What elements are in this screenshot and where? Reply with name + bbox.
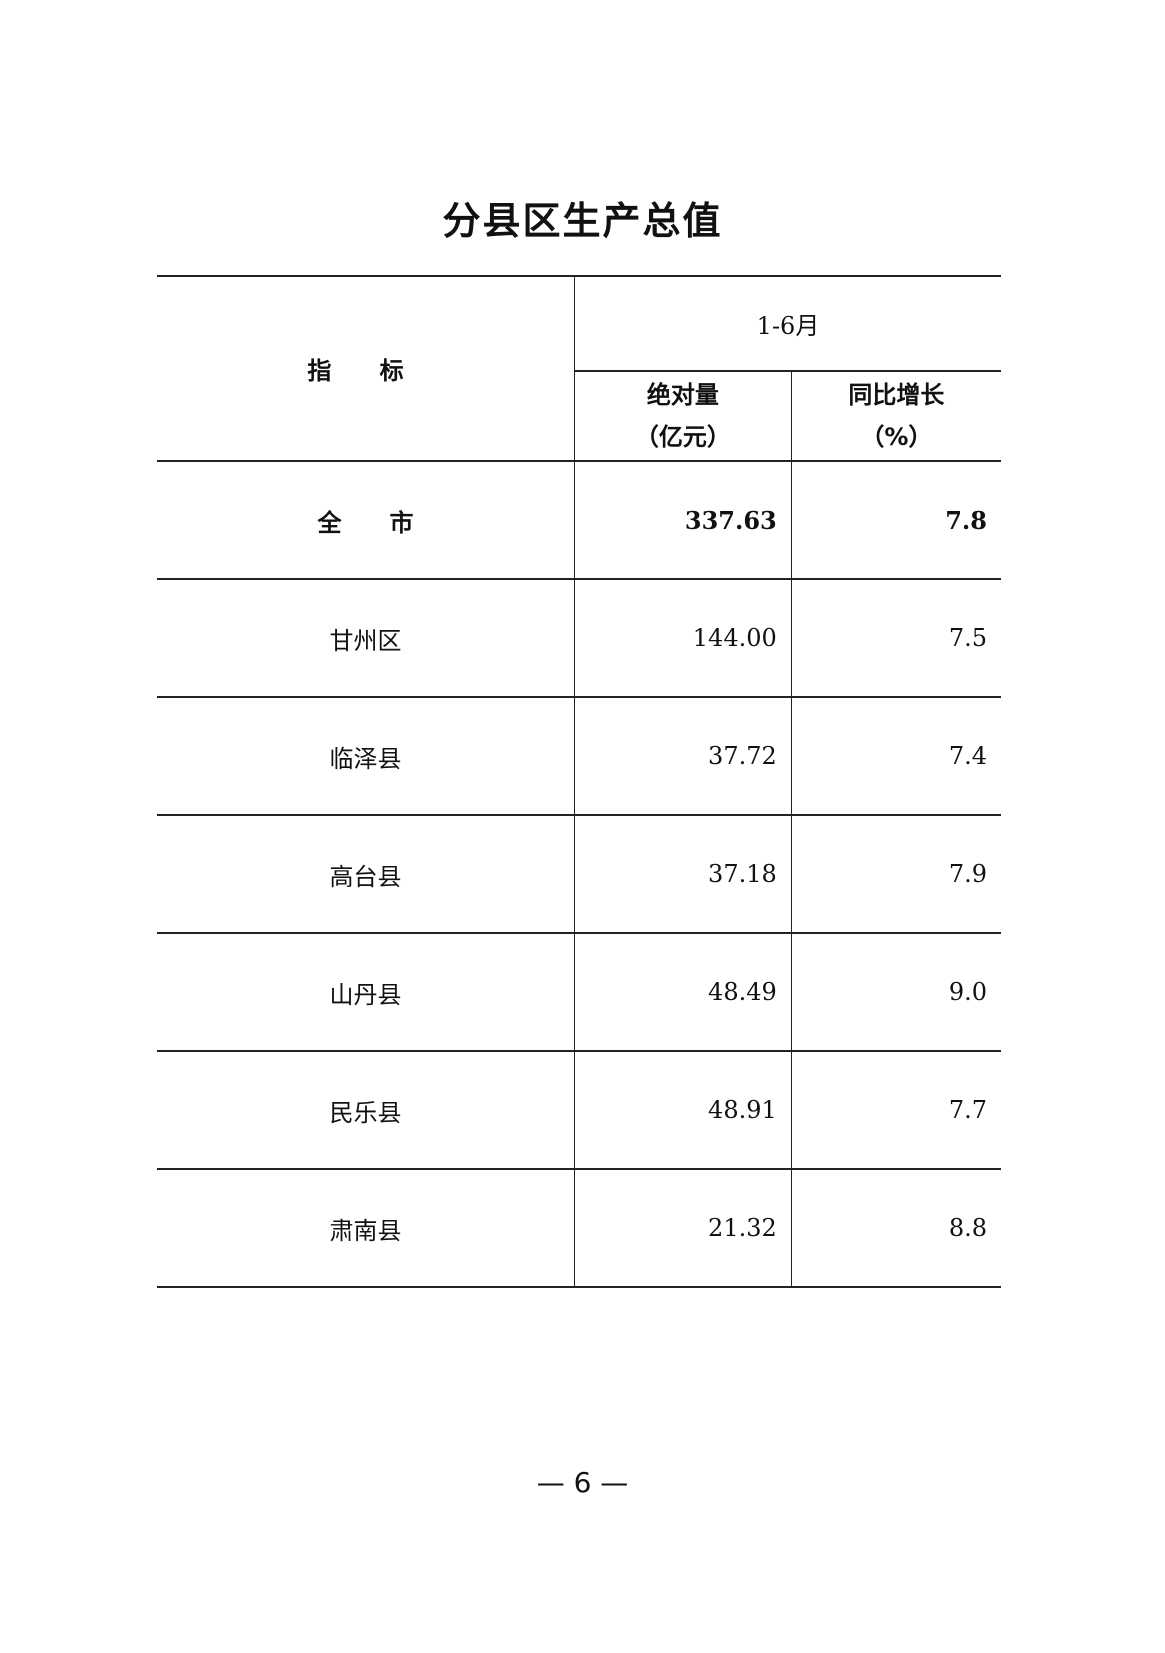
row-value: 21.32 [574, 1168, 792, 1288]
row-name: 高台县 [157, 814, 575, 934]
table-row-total: 全 市 337.63 7.8 [157, 460, 1001, 580]
page-title: 分县区生产总值 [442, 199, 723, 243]
row-name: 临泽县 [157, 696, 575, 816]
indicator-header: 指 标 [157, 275, 575, 462]
row-growth: 8.8 [790, 1168, 1001, 1288]
row-value: 37.72 [574, 696, 792, 816]
table-row: 甘州区 144.00 7.5 [157, 578, 1001, 698]
growth-header-label: 同比增长 [848, 381, 945, 409]
gdp-by-county-table: 指 标 1-6月 绝对量 （亿元） 同比增长 （%） 全 市 337.63 7.… [157, 275, 1001, 1288]
row-name: 民乐县 [157, 1050, 575, 1170]
row-growth: 7.8 [790, 460, 1001, 580]
value-header: 绝对量 （亿元） [574, 370, 792, 462]
table-row: 山丹县 48.49 9.0 [157, 932, 1001, 1052]
row-value: 48.91 [574, 1050, 792, 1170]
value-header-label: 绝对量 [646, 381, 719, 409]
table-row: 民乐县 48.91 7.7 [157, 1050, 1001, 1170]
value-header-unit: （亿元） [634, 423, 731, 451]
row-name: 全 市 [157, 460, 575, 580]
row-name: 甘州区 [157, 578, 575, 698]
row-value: 144.00 [574, 578, 792, 698]
growth-header-unit: （%） [860, 423, 933, 451]
row-growth: 7.9 [790, 814, 1001, 934]
row-name: 肃南县 [157, 1168, 575, 1288]
page-number: — 6 — [536, 1466, 629, 1499]
table-subheader-row: 绝对量 （亿元） 同比增长 （%） [157, 370, 1001, 462]
row-value: 37.18 [574, 814, 792, 934]
row-growth: 7.4 [790, 696, 1001, 816]
growth-header: 同比增长 （%） [790, 370, 1001, 462]
table-header-row: 指 标 1-6月 [157, 275, 1001, 462]
row-value: 337.63 [574, 460, 792, 580]
table-row: 肃南县 21.32 8.8 [157, 1168, 1001, 1288]
period-header: 1-6月 [574, 275, 1001, 372]
row-value: 48.49 [574, 932, 792, 1052]
row-growth: 9.0 [790, 932, 1001, 1052]
table-row: 高台县 37.18 7.9 [157, 814, 1001, 934]
row-growth: 7.7 [790, 1050, 1001, 1170]
row-growth: 7.5 [790, 578, 1001, 698]
row-name: 山丹县 [157, 932, 575, 1052]
table-row: 临泽县 37.72 7.4 [157, 696, 1001, 816]
